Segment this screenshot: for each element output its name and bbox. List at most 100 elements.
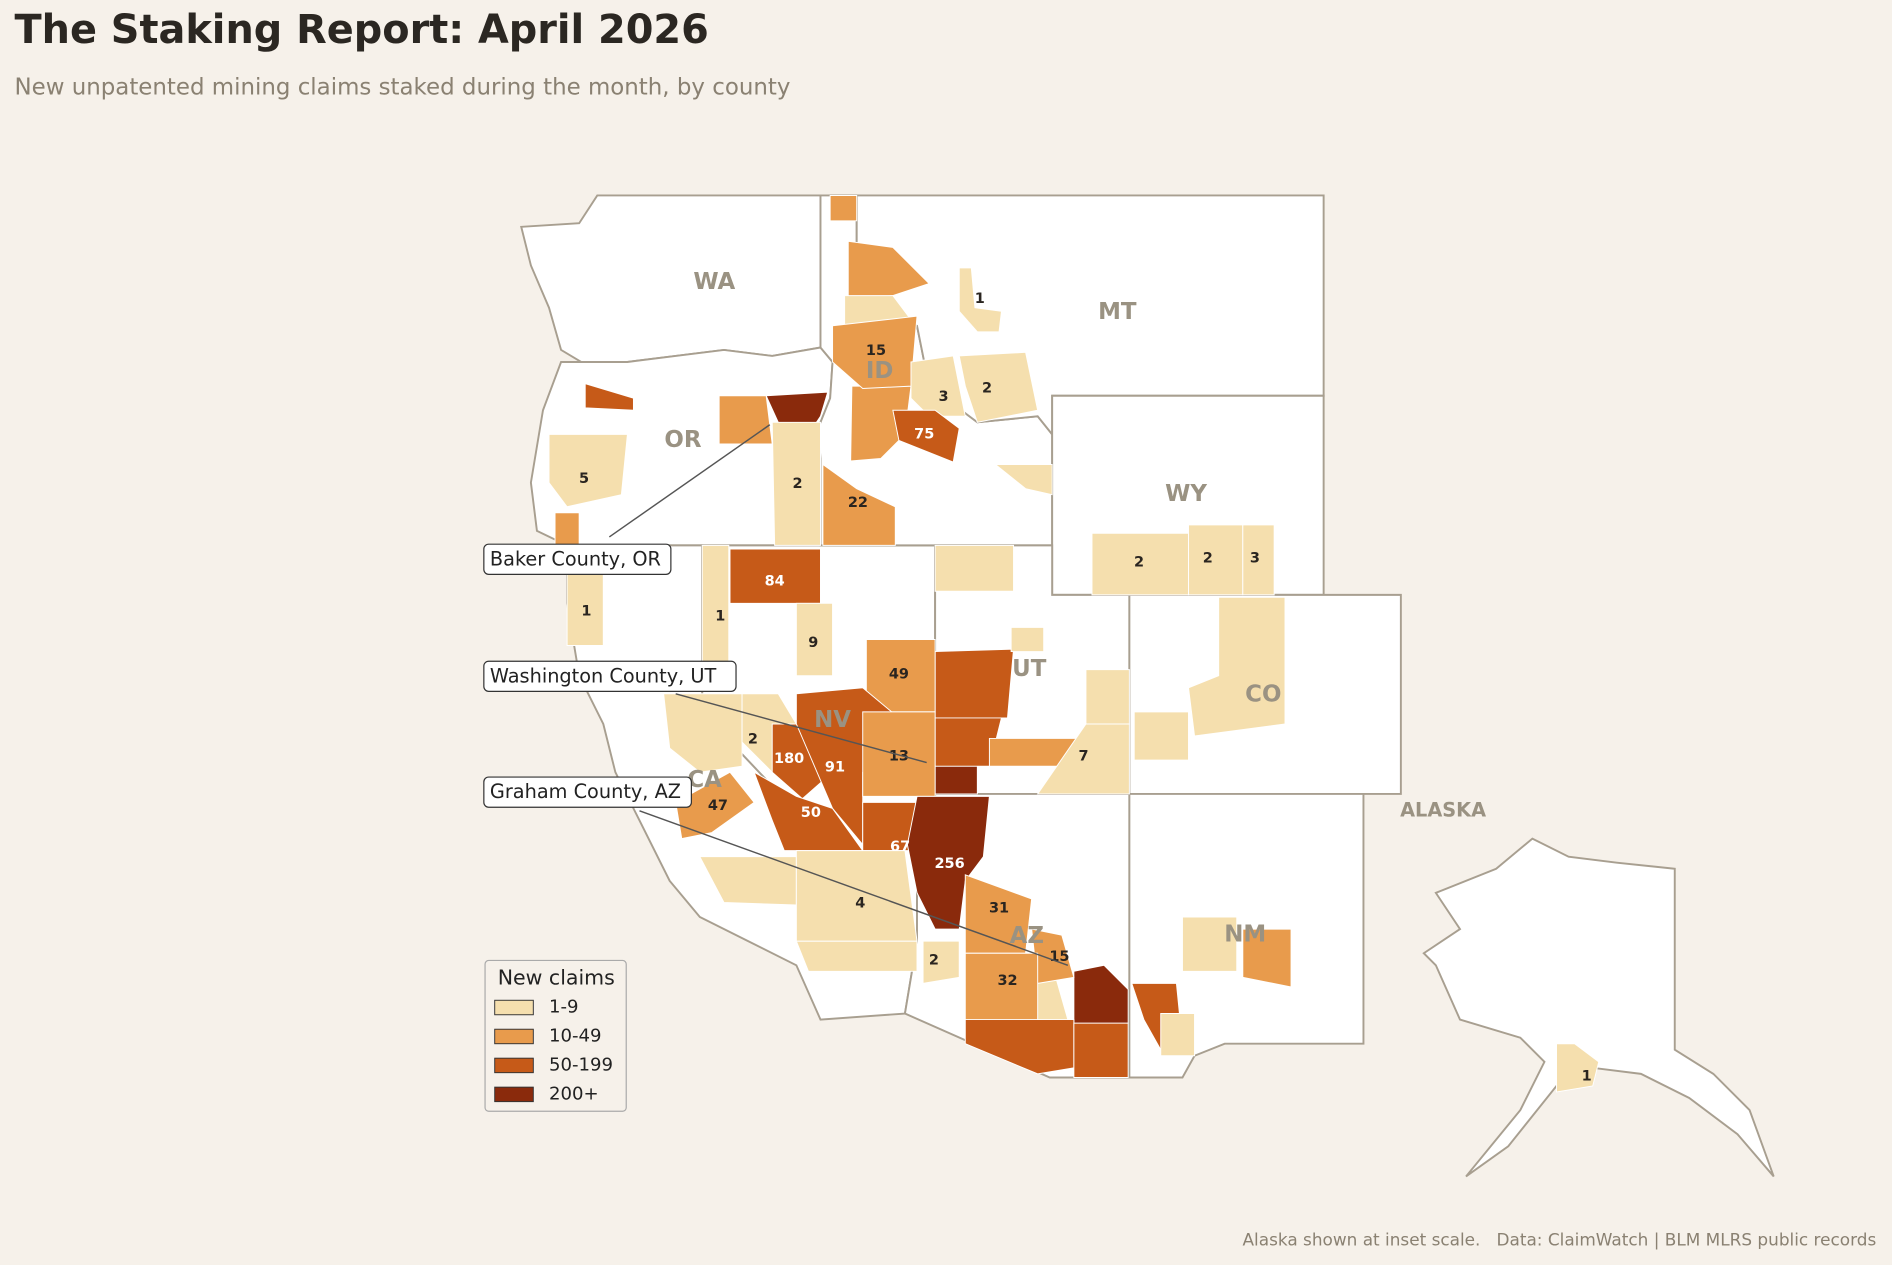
county [584, 383, 634, 411]
county-value: 1 [1582, 1068, 1592, 1084]
county-value: 9 [808, 635, 818, 651]
state-label: ID [866, 358, 894, 384]
county [771, 723, 834, 800]
county [1160, 1013, 1196, 1057]
county [795, 850, 918, 942]
county [822, 463, 896, 546]
county-value: 67 [890, 839, 910, 855]
county [1073, 1022, 1129, 1078]
legend-swatch [494, 999, 534, 1016]
title: The Staking Report: April 2026 [14, 7, 708, 53]
county-value: 22 [848, 495, 868, 511]
county-value: 2 [1203, 551, 1213, 567]
county-value: 32 [997, 973, 1017, 989]
county-value: 50 [801, 805, 821, 821]
county [832, 315, 918, 390]
legend-swatch [494, 1086, 534, 1103]
county [554, 512, 580, 546]
county-value: 31 [989, 901, 1009, 917]
county-value: 49 [889, 666, 909, 682]
legend-label: 200+ [549, 1083, 599, 1104]
county [1556, 1043, 1600, 1093]
subtitle: New unpatented mining claims staked duri… [14, 75, 790, 101]
county [1188, 524, 1244, 596]
county [934, 544, 1015, 592]
legend-label: 50-199 [549, 1054, 613, 1075]
county [934, 648, 1015, 719]
counties [548, 194, 1600, 1093]
state-outline [1422, 837, 1775, 1178]
county-value: 180 [774, 751, 804, 767]
county [1085, 669, 1130, 725]
county-value: 1 [715, 609, 725, 625]
state-label: NM [1224, 922, 1266, 948]
county-value: 5 [579, 471, 589, 487]
county [892, 409, 960, 463]
county [910, 355, 966, 417]
county [964, 1019, 1075, 1075]
state-label: ALASKA [1400, 798, 1486, 821]
county-value: 2 [982, 381, 992, 397]
county [1010, 626, 1045, 653]
legend-label: 10-49 [549, 1025, 602, 1046]
county [906, 795, 990, 930]
legend-label: 1-9 [549, 997, 579, 1018]
county [964, 952, 1039, 1021]
county-value: 3 [939, 389, 949, 405]
state-label: WY [1165, 481, 1207, 507]
county-value: 7 [1078, 749, 1088, 765]
county-value: 2 [929, 952, 939, 968]
county [675, 771, 755, 840]
county-value: 3 [1250, 551, 1260, 567]
county-value: 1 [581, 604, 591, 620]
county [771, 421, 821, 546]
county [934, 765, 978, 795]
callout-label: Baker County, OR [490, 547, 661, 570]
callout-label: Graham County, AZ [490, 780, 681, 803]
county [795, 940, 918, 972]
county-value: 75 [914, 426, 934, 442]
county [958, 351, 1039, 423]
county-value: 4 [855, 896, 865, 912]
legend-box [484, 959, 627, 1112]
leader-line [608, 424, 771, 538]
county [994, 464, 1053, 496]
county [1181, 916, 1238, 972]
callout-box [483, 660, 737, 692]
callout-box [483, 543, 672, 575]
map-layer: The Staking Report: April 2026 New unpat… [14, 7, 1876, 1249]
county-value: 2 [1134, 554, 1144, 570]
state-label: NV [814, 707, 851, 733]
legend-title: New claims [498, 966, 615, 990]
state-label: WA [693, 269, 735, 295]
county [1133, 711, 1189, 761]
callout-box [483, 776, 692, 808]
county-value: 15 [866, 343, 886, 359]
state-outline [520, 194, 822, 370]
county-value: 47 [708, 798, 728, 814]
county [829, 194, 858, 222]
state-label: CA [687, 767, 722, 793]
county [958, 267, 1003, 333]
county-value: 1 [975, 291, 985, 307]
county [922, 940, 960, 984]
state-label: UT [1012, 656, 1047, 682]
county [1242, 928, 1292, 988]
callout-label: Washington County, UT [490, 664, 717, 687]
county [795, 602, 834, 677]
county [1242, 524, 1275, 596]
legend-swatch [494, 1057, 534, 1074]
county-value: 2 [793, 476, 803, 492]
county [718, 395, 773, 445]
county-value: 2 [748, 732, 758, 748]
state-label: CO [1245, 682, 1281, 708]
state-label: MT [1098, 299, 1137, 325]
legend-swatch [494, 1028, 534, 1045]
county [1187, 596, 1286, 737]
county-value: 91 [825, 759, 845, 775]
leader-line [675, 693, 927, 764]
state-label: OR [664, 427, 701, 453]
